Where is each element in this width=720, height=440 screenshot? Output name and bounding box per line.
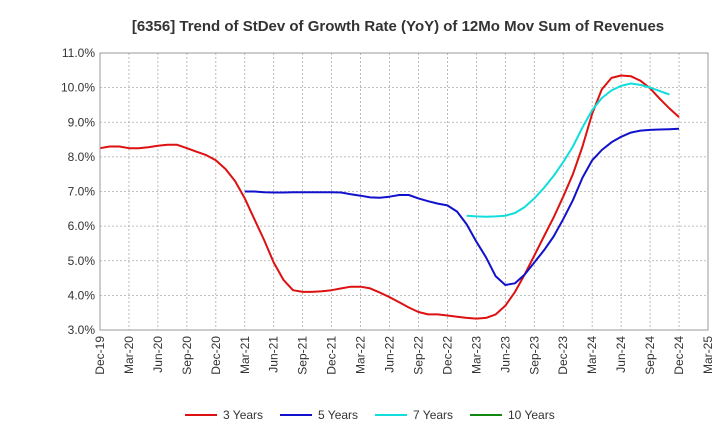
x-tick-label: Jun-20 xyxy=(151,336,165,373)
x-tick-label: Mar-24 xyxy=(585,336,599,374)
y-tick-label: 10.0% xyxy=(61,81,95,95)
series-line-3-years xyxy=(99,74,680,320)
grid xyxy=(99,52,709,331)
x-tick-label: Sep-21 xyxy=(296,336,310,375)
x-tick-label: Sep-24 xyxy=(643,336,657,375)
x-tick-label: Mar-21 xyxy=(238,336,252,374)
y-tick-label: 5.0% xyxy=(68,254,96,268)
y-tick-label: 6.0% xyxy=(68,219,96,233)
x-tick-label: Mar-23 xyxy=(469,336,483,374)
x-tick-label: Jun-21 xyxy=(267,336,281,373)
y-axis-ticks: 3.0% 4.0% 5.0% 6.0% 7.0% 8.0% 9.0% 10.0% 11.0% xyxy=(61,46,95,337)
chart-title: [6356] Trend of StDev of Growth Rate (Yo… xyxy=(132,18,664,35)
series-lines xyxy=(99,74,680,320)
x-tick-label: Dec-21 xyxy=(325,336,339,375)
y-tick-label: 8.0% xyxy=(68,150,96,164)
y-tick-label: 9.0% xyxy=(68,115,96,129)
x-tick-label: Sep-20 xyxy=(180,336,194,375)
x-tick-label: Mar-25 xyxy=(701,336,715,374)
legend-label: 5 Years xyxy=(318,408,358,422)
x-tick-label: Dec-22 xyxy=(440,336,454,375)
x-tick-label: Dec-19 xyxy=(93,336,107,375)
legend: 3 Years 5 Years 7 Years 10 Years xyxy=(185,408,555,422)
y-tick-label: 7.0% xyxy=(68,185,96,199)
x-tick-label: Jun-22 xyxy=(383,336,397,373)
legend-label: 3 Years xyxy=(223,408,263,422)
series-line-7-years xyxy=(466,82,670,218)
x-tick-label: Sep-23 xyxy=(527,336,541,375)
x-tick-label: Jun-24 xyxy=(614,336,628,373)
x-tick-label: Jun-23 xyxy=(498,336,512,373)
y-tick-label: 4.0% xyxy=(68,288,96,302)
series-line-5-years xyxy=(244,127,680,286)
x-tick-label: Sep-22 xyxy=(411,336,425,375)
y-tick-label: 11.0% xyxy=(62,46,95,60)
plot-frame xyxy=(99,52,709,331)
x-tick-label: Dec-24 xyxy=(672,336,686,375)
y-tick-label: 3.0% xyxy=(68,323,96,337)
x-tick-label: Mar-20 xyxy=(122,336,136,374)
x-tick-label: Dec-23 xyxy=(556,336,570,375)
x-tick-label: Dec-20 xyxy=(209,336,223,375)
x-axis-ticks: Dec-19 Mar-20 Jun-20 Sep-20 Dec-20 Mar-21 Jun-… xyxy=(93,336,715,375)
legend-label: 10 Years xyxy=(508,408,555,422)
x-tick-label: Mar-22 xyxy=(354,336,368,374)
legend-label: 7 Years xyxy=(413,408,453,422)
